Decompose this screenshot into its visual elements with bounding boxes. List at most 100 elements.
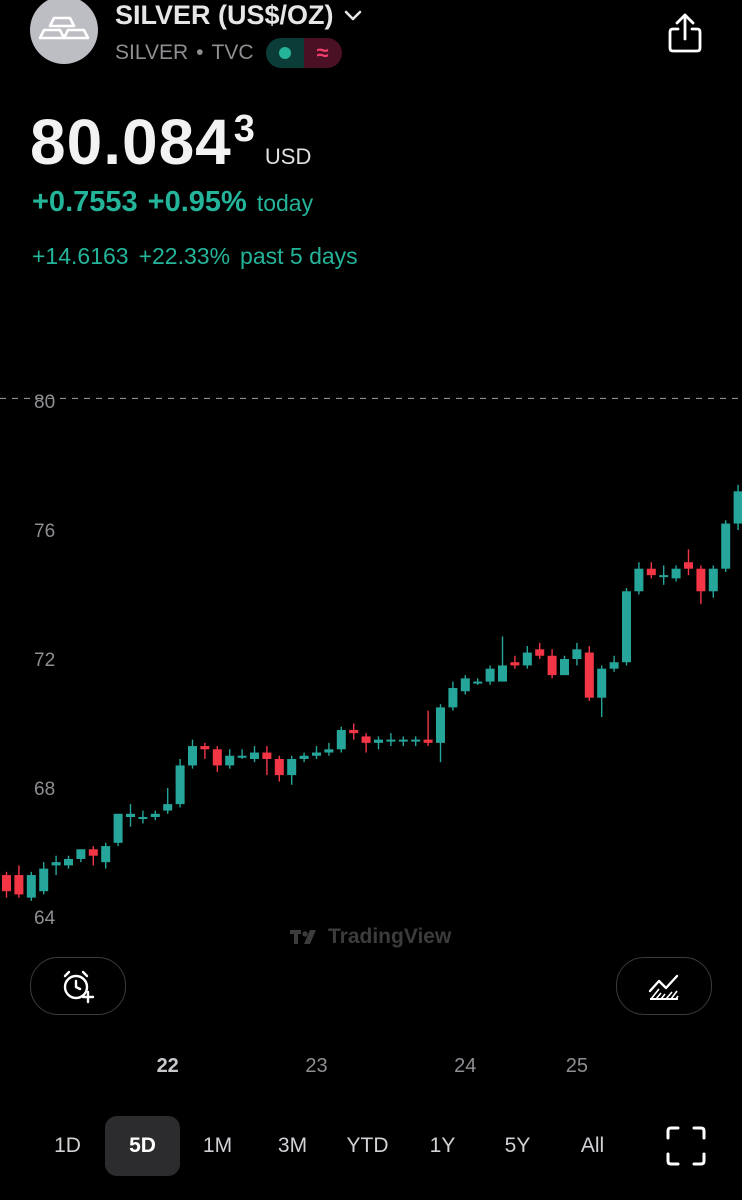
fullscreen-icon [666,1126,706,1166]
candle-body [175,765,185,805]
tradingview-watermark: TradingView [290,925,451,949]
change-today-pct: +0.95% [147,186,247,218]
candle [436,704,445,763]
alarm-add-icon [63,970,95,1004]
candle [324,742,334,756]
symbol-subtitle: SILVER • TVC ≈ [115,38,342,68]
candle [200,742,210,759]
share-button[interactable] [660,8,710,58]
candle [572,642,582,666]
indicators-button[interactable] [616,957,712,1015]
x-tick-label-25: 25 [565,1055,589,1077]
candle-body [14,875,24,895]
change-today-abs: +0.7553 [32,186,138,218]
silver-bars-icon [38,16,90,40]
candle [76,849,86,863]
candle-body [560,659,569,676]
candle-body [138,817,148,820]
candle-body [584,652,594,698]
candle-body [237,755,247,758]
tradingview-logo-icon [290,930,316,944]
candle [39,862,49,895]
market-status-pill[interactable]: ≈ [265,38,342,68]
candle [473,678,483,685]
candle-body [423,739,433,743]
chart-indicator-icon [648,974,679,1000]
candle-body [671,568,681,579]
candle [2,871,11,898]
candle-body [113,813,123,843]
candle-body [485,668,495,682]
symbol-title-dropdown[interactable]: SILVER (US$/OZ) [115,0,364,36]
candle-body [150,813,160,818]
candle-body [250,752,259,759]
candle [386,733,396,747]
candle [150,810,160,821]
candle-body [2,875,11,892]
candle [460,675,470,695]
watermark-text: TradingView [328,925,452,948]
y-tick-label-64: 64 [34,908,56,929]
candle [299,752,309,763]
range-1d[interactable]: 1D [54,1134,81,1157]
candle [708,565,718,598]
candle [312,746,321,759]
candle-body [64,858,73,866]
candle-body [312,752,321,756]
range-ytd[interactable]: YTD [346,1134,389,1157]
price-display: 80.084 3 USD [30,102,311,182]
candle [274,755,284,782]
separator-dot: • [196,41,204,64]
candle [609,655,619,672]
candle-body [274,758,284,776]
candle [250,746,259,763]
candle-body [398,739,408,742]
x-tick-label-23: 23 [305,1055,328,1077]
wave-icon: ≈ [303,38,342,68]
candle [126,804,135,827]
range-1m[interactable]: 1M [202,1134,233,1157]
fullscreen-button[interactable] [660,1120,712,1172]
candle [26,871,36,901]
range-1y[interactable]: 1Y [429,1134,456,1157]
candle [374,736,383,750]
range-selector: 1D 5D 1M 3M YTD 1Y 5Y All [30,1116,630,1176]
candle-body [212,749,222,766]
candle-body [349,729,359,734]
candle [64,855,73,869]
candle-body [51,862,61,866]
y-tick-label-80: 80 [34,392,55,413]
range-5d[interactable]: 5D [105,1116,180,1176]
candle-body [609,662,619,669]
candle-body [101,846,111,863]
candle-body [411,739,421,742]
candle [51,855,61,876]
candle-body [597,668,607,698]
candle [733,484,742,530]
candle-body [622,591,631,663]
candle [349,723,359,740]
price-chart[interactable]: 80 76 72 68 64 [0,300,742,940]
candle [671,565,681,582]
candle [560,655,569,676]
candle [188,739,197,769]
change-5d-pct: +22.33% [138,243,231,269]
range-all[interactable]: All [580,1134,605,1157]
y-tick-label-76: 76 [34,521,55,542]
range-5y[interactable]: 5Y [504,1134,531,1157]
y-tick-label-72: 72 [34,650,55,671]
candle-body [473,681,483,684]
x-tick-label-22: 22 [156,1055,179,1077]
candle-body [696,568,706,592]
candle [547,649,557,679]
candle-body [572,649,582,659]
candle-body [733,491,742,524]
candle [684,549,693,576]
candle [411,736,421,747]
candle [336,726,346,753]
change-today-label: today [256,190,314,216]
candle [113,813,123,847]
add-alert-button[interactable] [30,957,126,1015]
candle-body [287,758,297,776]
range-3m[interactable]: 3M [277,1134,308,1157]
